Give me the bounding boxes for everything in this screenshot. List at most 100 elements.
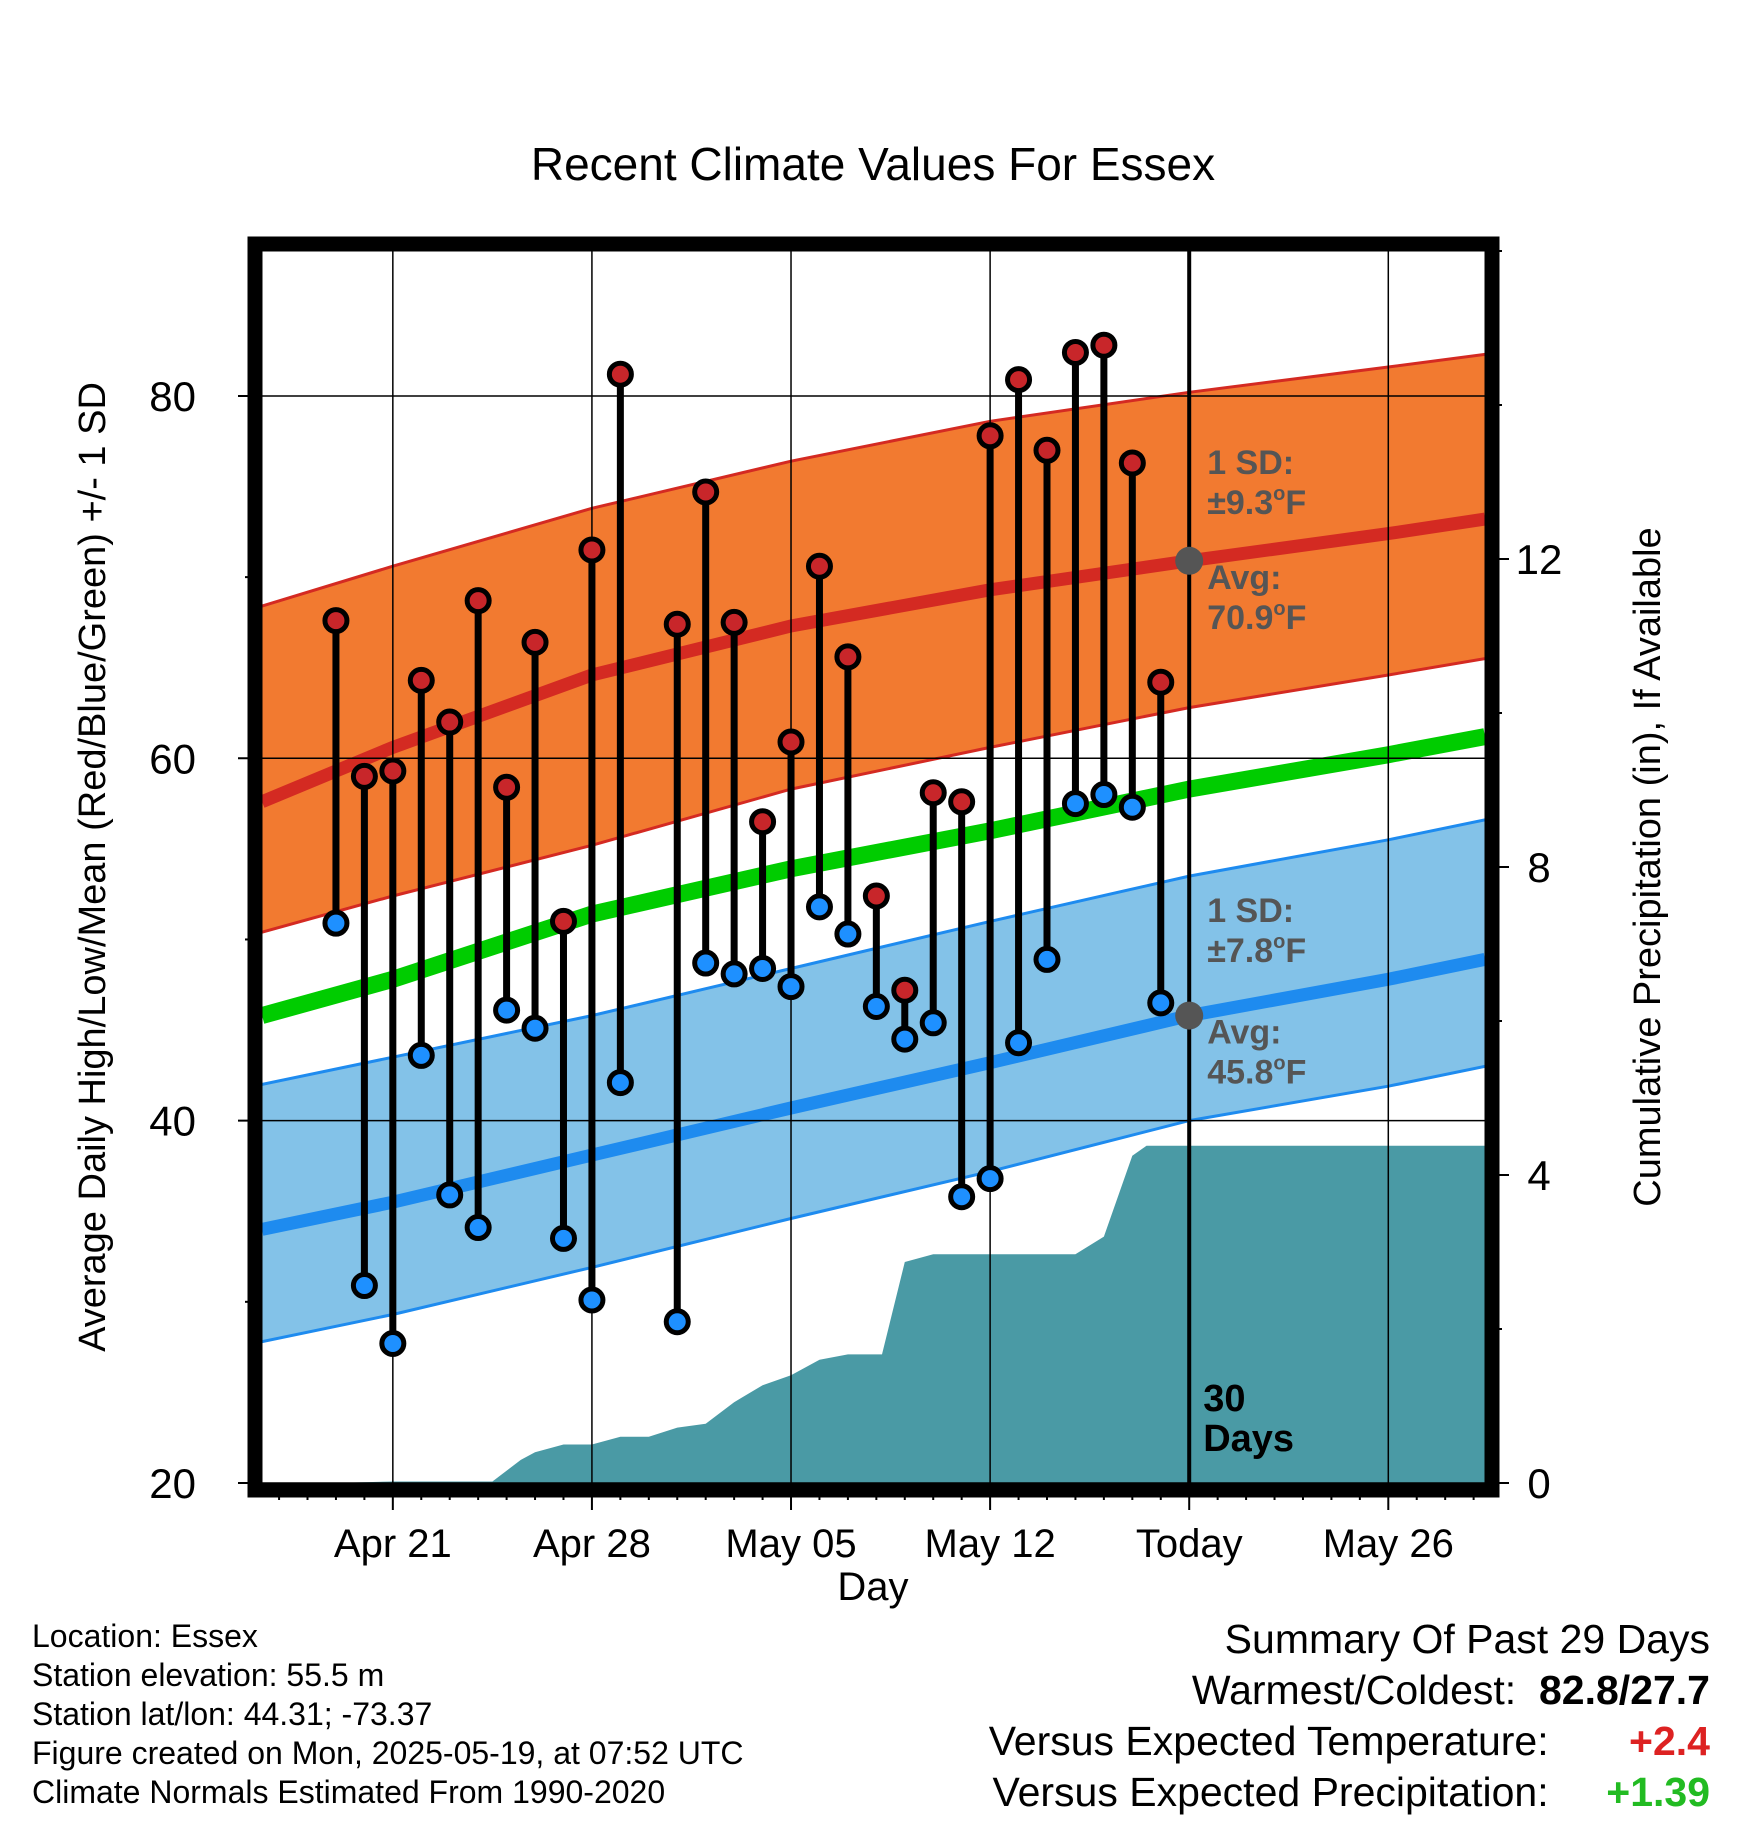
daily-low-dot: [663, 1308, 691, 1336]
daily-low-dot: [891, 1025, 919, 1053]
daily-low-dot: [919, 1009, 947, 1037]
coldest-value: 27.7: [1630, 1667, 1710, 1713]
daily-low-dot: [549, 1224, 577, 1252]
normal-mean-line: [262, 728, 1485, 1024]
daily-high-dot: [407, 666, 435, 694]
daily-high-dot: [521, 628, 549, 656]
summary-panel: Summary Of Past 29 Days Warmest/Coldest:…: [989, 1614, 1710, 1818]
high-avg-title: Avg:: [1207, 559, 1281, 597]
daily-high-dot: [1005, 366, 1033, 394]
daily-low-dot: [464, 1214, 492, 1242]
daily-low-dot: [976, 1165, 1004, 1193]
daily-high-dot: [777, 728, 805, 756]
daily-high-dot: [891, 976, 919, 1004]
daily-high-dot: [1147, 668, 1175, 696]
daily-low-dot: [606, 1069, 634, 1097]
daily-high-dot: [862, 882, 890, 910]
daily-low-dot: [521, 1014, 549, 1042]
precip-label: Versus Expected Precipitation:: [992, 1769, 1549, 1815]
low-sd-value: ±7.8oF: [1207, 931, 1306, 970]
y2-tick-label: 12: [1516, 536, 1563, 583]
temp-anomaly-value: +2.4: [1629, 1718, 1710, 1764]
daily-high-dot: [464, 587, 492, 615]
daily-high-dot: [805, 552, 833, 580]
daily-high-dot: [948, 788, 976, 816]
warm-cold-separator: /: [1618, 1667, 1631, 1713]
high-avg-marker: [1175, 546, 1204, 575]
daily-low-dot: [834, 920, 862, 948]
high-avg-value: 70.9oF: [1207, 598, 1306, 637]
normals-text: Climate Normals Estimated From 1990-2020: [32, 1774, 666, 1810]
low-band-lower-edge: [262, 1064, 1485, 1344]
x-tick-label: May 12: [925, 1522, 1056, 1566]
x-tick-label: Apr 21: [334, 1522, 452, 1566]
daily-low-dot: [720, 960, 748, 988]
daily-high-dot: [1033, 436, 1061, 464]
y2-tick-label: 4: [1527, 1152, 1550, 1199]
normal-high-line: [262, 512, 1485, 808]
daily-high-dot: [692, 478, 720, 506]
high-sd-value: ±9.3oF: [1207, 483, 1306, 522]
daily-high-dot: [749, 808, 777, 836]
x-tick-label: Apr 28: [533, 1522, 651, 1566]
high-sd-band: [262, 354, 1485, 933]
y2-tick-label: 0: [1527, 1460, 1550, 1507]
daily-high-dot: [606, 360, 634, 388]
daily-high-dot: [322, 607, 350, 635]
daily-low-dot: [436, 1181, 464, 1209]
summary-temp-row: Versus Expected Temperature: +2.4: [989, 1716, 1710, 1767]
high-band-lower-edge: [262, 657, 1485, 934]
daily-low-dot: [692, 949, 720, 977]
daily-high-dot: [549, 907, 577, 935]
warmest-value: 82.8: [1538, 1667, 1619, 1713]
temp-label: Versus Expected Temperature:: [988, 1718, 1549, 1764]
low-avg-title: Avg:: [1207, 1014, 1281, 1052]
daily-high-dot: [834, 643, 862, 671]
daily-high-dot: [493, 773, 521, 801]
created-text: Figure created on Mon, 2025-05-19, at 07…: [32, 1735, 744, 1771]
y-tick-label: 60: [149, 735, 196, 782]
y-tick-label: 80: [149, 373, 196, 420]
normal-low-line: [262, 953, 1485, 1236]
climate-chart: Recent Climate Values For Essex 20406080…: [72, 138, 1669, 1609]
daily-high-dot: [976, 422, 1004, 450]
daily-high-dot: [578, 536, 606, 564]
high-sd-title: 1 SD:: [1207, 444, 1294, 482]
daily-low-dot: [350, 1272, 378, 1300]
y-axis-label: Average Daily High/Low/Mean (Red/Blue/Gr…: [72, 382, 114, 1352]
daily-high-dot: [1061, 338, 1089, 366]
daily-low-dot: [493, 996, 521, 1024]
daily-low-dot: [578, 1286, 606, 1314]
daily-high-dot: [919, 779, 947, 807]
daily-high-dot: [350, 762, 378, 790]
today-label-line2: Days: [1203, 1418, 1294, 1460]
daily-high-dot: [436, 708, 464, 736]
daily-low-dot: [749, 954, 777, 982]
summary-precip-row: Versus Expected Precipitation: +1.39: [989, 1767, 1711, 1818]
daily-high-dot: [379, 757, 407, 785]
high-band-upper-edge: [262, 352, 1485, 608]
daily-low-dot: [322, 909, 350, 937]
daily-high-dot: [720, 608, 748, 636]
x-tick-label: May 05: [725, 1522, 856, 1566]
summary-title: Summary Of Past 29 Days: [1224, 1616, 1710, 1662]
x-tick-label: Today: [1136, 1522, 1243, 1566]
daily-low-dot: [379, 1329, 407, 1357]
daily-low-dot: [1033, 945, 1061, 973]
precip-anomaly-value: +1.39: [1606, 1769, 1710, 1815]
daily-high-dot: [663, 610, 691, 638]
daily-high-dot: [1090, 331, 1118, 359]
location-text: Location: Essex: [32, 1618, 258, 1654]
daily-low-dot: [862, 993, 890, 1021]
daily-low-dot: [1147, 989, 1175, 1017]
x-tick-label: May 26: [1323, 1522, 1454, 1566]
y-tick-label: 20: [149, 1460, 196, 1507]
elevation-text: Station elevation: 55.5 m: [32, 1657, 385, 1693]
daily-low-dot: [1118, 793, 1146, 821]
low-avg-value: 45.8oF: [1207, 1053, 1306, 1092]
warm-cold-label: Warmest/Coldest:: [1191, 1667, 1517, 1713]
station-info: Location: Essex Station elevation: 55.5 …: [32, 1617, 744, 1812]
daily-low-dot: [805, 893, 833, 921]
latlon-text: Station lat/lon: 44.31; -73.37: [32, 1696, 433, 1732]
daily-low-dot: [948, 1183, 976, 1211]
